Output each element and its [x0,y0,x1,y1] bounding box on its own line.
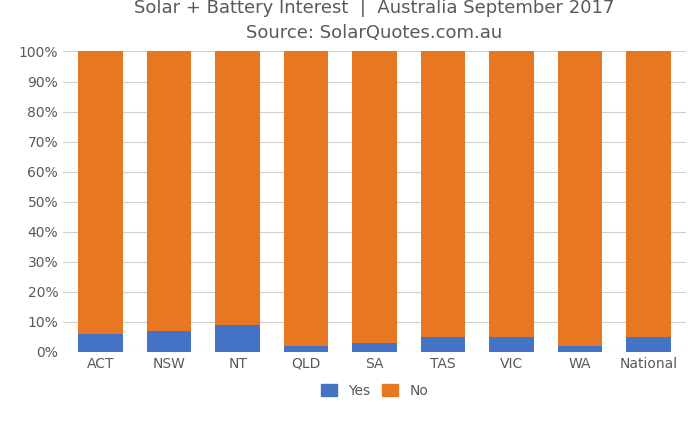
Bar [147,331,191,352]
Bar [489,51,533,337]
Title: Solar + Battery Interest  |  Australia September 2017
Source: SolarQuotes.com.au: Solar + Battery Interest | Australia Sep… [134,0,615,42]
Bar [216,325,260,352]
Bar [626,337,671,352]
Bar [489,337,533,352]
Bar [147,51,191,331]
Bar [352,343,397,352]
Bar [78,334,123,352]
Bar [558,51,602,346]
Bar [216,51,260,325]
Bar [284,51,328,346]
Legend: Yes, No: Yes, No [314,377,435,405]
Bar [284,346,328,352]
Bar [78,51,123,334]
Bar [421,337,466,352]
Bar [558,346,602,352]
Bar [626,51,671,337]
Bar [352,51,397,343]
Bar [421,51,466,337]
